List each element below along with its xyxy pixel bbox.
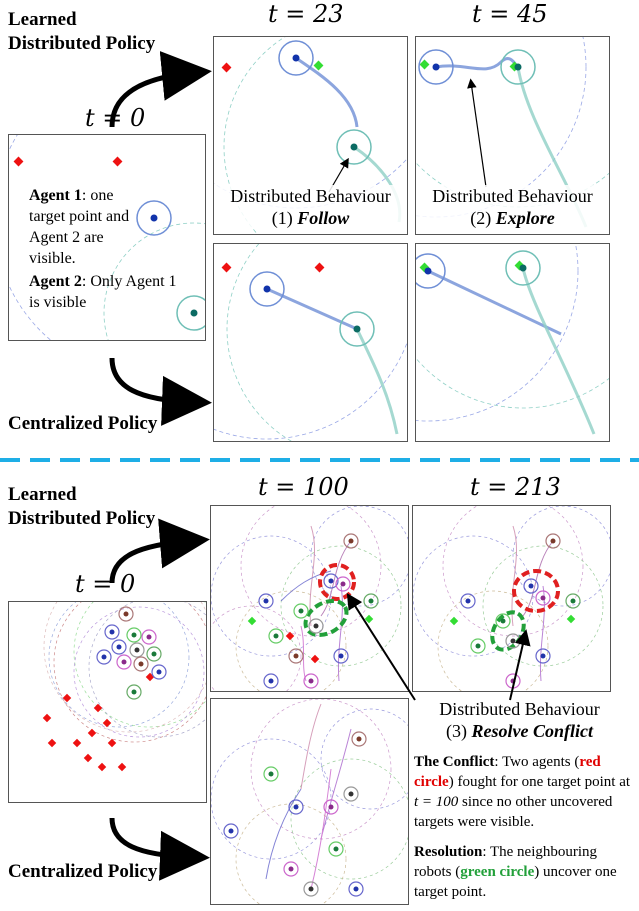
top-arrow-to-distributed [109,50,212,128]
bottom-t100-centralized-panel [210,698,409,905]
bottom-t213-distributed-panel [412,505,611,692]
top-learned-label: Learned Distributed Policy [8,9,156,54]
bottom-t0-label: t = 0 [75,570,136,598]
bottom-t100-distributed-panel [210,505,409,692]
top-t45-distributed-panel: Distributed Behaviour (2) Explore [415,36,610,235]
bottom-arrow-to-distributed [109,518,210,584]
top-arrows [109,50,212,426]
top-centralized-label: Centralized Policy [8,413,158,434]
section-divider [0,458,639,462]
bottom-arrows [109,518,210,881]
caption-explore: Distributed Behaviour (2) Explore [416,185,609,229]
resolution-description: Resolution: The neighbouring robots (gre… [414,844,617,900]
top-t0-panel: Agent 1: one target point and Agent 2 ar… [8,134,206,341]
top-t45-label: t = 45 [472,0,548,28]
bottom-t213-label: t = 213 [470,473,561,501]
agent2-description: Agent 2: Only Agent 1 is visible [29,273,177,311]
bottom-arrow-to-centralized [109,817,210,881]
bottom-t0-panel [8,601,207,803]
bottom-t100-label: t = 100 [258,473,349,501]
top-arrow-to-centralized [109,357,212,426]
top-t45-centralized-panel [415,243,610,442]
agent1-description: Agent 1: one target point and Agent 2 ar… [29,187,130,267]
top-t23-distributed-panel: Distributed Behaviour (1) Follow [213,36,408,235]
caption-resolve-conflict: Distributed Behaviour (3) Resolve Confli… [439,699,600,741]
top-t23-label: t = 23 [268,0,344,28]
caption-follow: Distributed Behaviour (1) Follow [214,185,407,229]
bottom-centralized-label: Centralized Policy [8,861,158,882]
bottom-learned-label: Learned Distributed Policy [8,484,156,529]
conflict-description: The Conflict: Two agents (red circle) fo… [414,754,631,830]
top-t23-centralized-panel [213,243,408,442]
